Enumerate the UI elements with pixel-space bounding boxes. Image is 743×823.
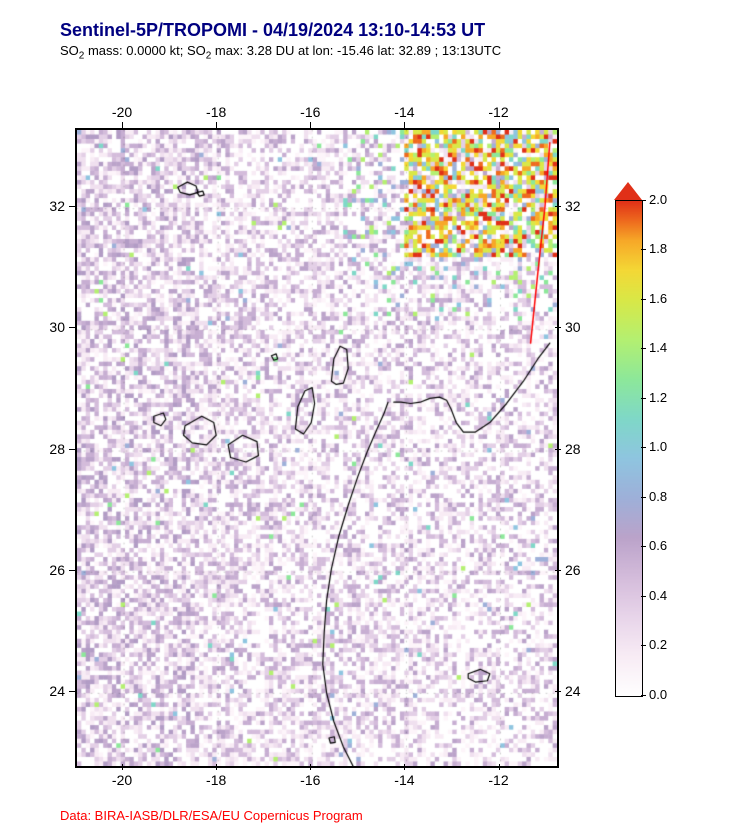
colorbar-tick bbox=[641, 348, 646, 349]
axis-tick bbox=[555, 206, 561, 207]
axis-tick-label: -12 bbox=[488, 772, 508, 788]
axis-tick-label: -12 bbox=[488, 104, 508, 120]
colorbar-tick bbox=[641, 596, 646, 597]
colorbar-tick-label: 2.0 bbox=[649, 192, 667, 207]
colorbar-tick-label: 0.2 bbox=[649, 637, 667, 652]
colorbar-tick-label: 0.6 bbox=[649, 538, 667, 553]
axis-tick-label: 26 bbox=[49, 562, 65, 578]
axis-tick bbox=[122, 764, 123, 770]
colorbar-cap-top bbox=[614, 182, 642, 200]
figure-container: Sentinel-5P/TROPOMI - 04/19/2024 13:10-1… bbox=[20, 20, 723, 766]
colorbar-tick bbox=[641, 447, 646, 448]
axis-tick bbox=[555, 691, 561, 692]
axis-tick-label: 30 bbox=[49, 319, 65, 335]
data-credit: Data: BIRA-IASB/DLR/ESA/EU Copernicus Pr… bbox=[60, 808, 723, 823]
colorbar-tick bbox=[641, 645, 646, 646]
axis-tick-label: -18 bbox=[206, 772, 226, 788]
colorbar-tick bbox=[641, 695, 646, 696]
axis-tick bbox=[310, 764, 311, 770]
colorbar-tick-label: 1.6 bbox=[649, 291, 667, 306]
axis-tick-label: -20 bbox=[112, 772, 132, 788]
colorbar-tick bbox=[641, 546, 646, 547]
colorbar-tick-label: 1.2 bbox=[649, 390, 667, 405]
axis-tick bbox=[122, 122, 123, 128]
so2-prefix: SO bbox=[60, 43, 79, 58]
colorbar-tick-label: 1.8 bbox=[649, 241, 667, 256]
axis-tick-label: -16 bbox=[300, 772, 320, 788]
chart-title: Sentinel-5P/TROPOMI - 04/19/2024 13:10-1… bbox=[60, 20, 723, 41]
colorbar-tick bbox=[641, 249, 646, 250]
axis-tick bbox=[69, 449, 75, 450]
axis-tick-label: 28 bbox=[49, 441, 65, 457]
axis-tick-label: 30 bbox=[565, 319, 581, 335]
map-heatmap bbox=[77, 130, 557, 766]
axis-tick-label: -18 bbox=[206, 104, 226, 120]
colorbar-tick-label: 0.0 bbox=[649, 687, 667, 702]
axis-tick bbox=[404, 122, 405, 128]
colorbar-tick bbox=[641, 299, 646, 300]
axis-tick bbox=[216, 122, 217, 128]
axis-tick bbox=[69, 206, 75, 207]
axis-tick bbox=[216, 764, 217, 770]
subtitle-mid2: max: 3.28 DU at lon: -15.46 lat: 32.89 ;… bbox=[211, 43, 501, 58]
axis-tick bbox=[69, 691, 75, 692]
axis-tick bbox=[555, 449, 561, 450]
axis-tick bbox=[499, 122, 500, 128]
axis-tick bbox=[555, 570, 561, 571]
axis-tick-label: -20 bbox=[112, 104, 132, 120]
axis-tick-label: 26 bbox=[565, 562, 581, 578]
chart-subtitle: SO2 mass: 0.0000 kt; SO2 max: 3.28 DU at… bbox=[60, 43, 723, 62]
plot-area: SO2 column TRM [DU] -20-20-18-18-16-16-1… bbox=[20, 70, 723, 804]
colorbar-tick-label: 0.8 bbox=[649, 489, 667, 504]
axis-tick bbox=[310, 122, 311, 128]
colorbar-tick bbox=[641, 200, 646, 201]
colorbar-tick bbox=[641, 497, 646, 498]
subtitle-mid1: mass: 0.0000 kt; SO bbox=[84, 43, 205, 58]
colorbar-frame bbox=[615, 200, 643, 697]
colorbar-tick-label: 1.4 bbox=[649, 340, 667, 355]
axis-tick bbox=[69, 570, 75, 571]
axis-tick bbox=[555, 327, 561, 328]
axis-tick bbox=[499, 764, 500, 770]
axis-tick-label: -14 bbox=[394, 104, 414, 120]
axis-tick bbox=[69, 327, 75, 328]
axis-tick-label: -16 bbox=[300, 104, 320, 120]
axis-tick-label: 32 bbox=[49, 198, 65, 214]
colorbar-tick-label: 1.0 bbox=[649, 439, 667, 454]
colorbar-tick-label: 0.4 bbox=[649, 588, 667, 603]
axis-tick-label: 24 bbox=[49, 683, 65, 699]
axis-tick-label: -14 bbox=[394, 772, 414, 788]
axis-tick-label: 28 bbox=[565, 441, 581, 457]
axis-tick-label: 32 bbox=[565, 198, 581, 214]
axis-tick bbox=[404, 764, 405, 770]
axis-tick-label: 24 bbox=[565, 683, 581, 699]
colorbar-tick bbox=[641, 398, 646, 399]
map-frame bbox=[75, 128, 559, 768]
colorbar-gradient bbox=[616, 201, 642, 696]
